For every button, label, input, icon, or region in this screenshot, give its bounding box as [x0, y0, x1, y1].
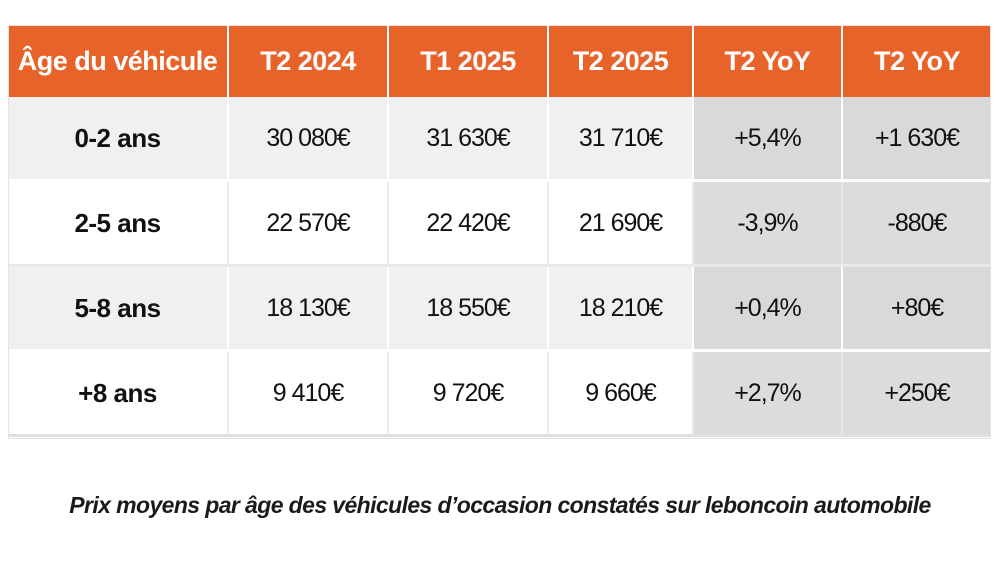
table-caption: Prix moyens par âge des véhicules d’occa… — [69, 492, 931, 518]
table-header-row: Âge du véhicule T2 2024 T1 2025 T2 2025 … — [8, 25, 991, 97]
table-row: +8 ans 9 410€ 9 720€ 9 660€ +2,7% +250€ — [8, 350, 991, 437]
table-row: 0-2 ans 30 080€ 31 630€ 31 710€ +5,4% +1… — [8, 97, 991, 182]
header-age: Âge du véhicule — [8, 25, 229, 97]
yoy-percent-cell: +2,7% — [693, 350, 843, 437]
price-cell: 18 550€ — [388, 265, 549, 352]
price-cell: 30 080€ — [228, 97, 389, 182]
age-cell: 2-5 ans — [8, 180, 229, 267]
header-yoy-absolute: T2 YoY — [842, 25, 991, 97]
price-table: Âge du véhicule T2 2024 T1 2025 T2 2025 … — [8, 25, 991, 437]
age-cell: 0-2 ans — [8, 97, 229, 182]
price-cell: 22 570€ — [228, 180, 389, 267]
price-cell: 31 710€ — [548, 97, 694, 182]
table-row: 2-5 ans 22 570€ 22 420€ 21 690€ -3,9% -8… — [8, 180, 991, 267]
yoy-absolute-cell: +250€ — [842, 350, 991, 437]
price-cell: 18 210€ — [548, 265, 694, 352]
price-cell: 9 410€ — [228, 350, 389, 437]
price-cell: 31 630€ — [388, 97, 549, 182]
price-table-container: Âge du véhicule T2 2024 T1 2025 T2 2025 … — [8, 25, 991, 439]
header-yoy-percent: T2 YoY — [693, 25, 843, 97]
header-t1-2025: T1 2025 — [388, 25, 549, 97]
table-row: 5-8 ans 18 130€ 18 550€ 18 210€ +0,4% +8… — [8, 265, 991, 352]
price-cell: 18 130€ — [228, 265, 389, 352]
age-cell: 5-8 ans — [8, 265, 229, 352]
price-cell: 9 720€ — [388, 350, 549, 437]
yoy-absolute-cell: +1 630€ — [842, 97, 991, 182]
yoy-percent-cell: -3,9% — [693, 180, 843, 267]
yoy-percent-cell: +0,4% — [693, 265, 843, 352]
header-t2-2025: T2 2025 — [548, 25, 694, 97]
yoy-absolute-cell: -880€ — [842, 180, 991, 267]
age-cell: +8 ans — [8, 350, 229, 437]
header-t2-2024: T2 2024 — [228, 25, 389, 97]
price-cell: 21 690€ — [548, 180, 694, 267]
price-cell: 22 420€ — [388, 180, 549, 267]
yoy-percent-cell: +5,4% — [693, 97, 843, 182]
yoy-absolute-cell: +80€ — [842, 265, 991, 352]
price-cell: 9 660€ — [548, 350, 694, 437]
